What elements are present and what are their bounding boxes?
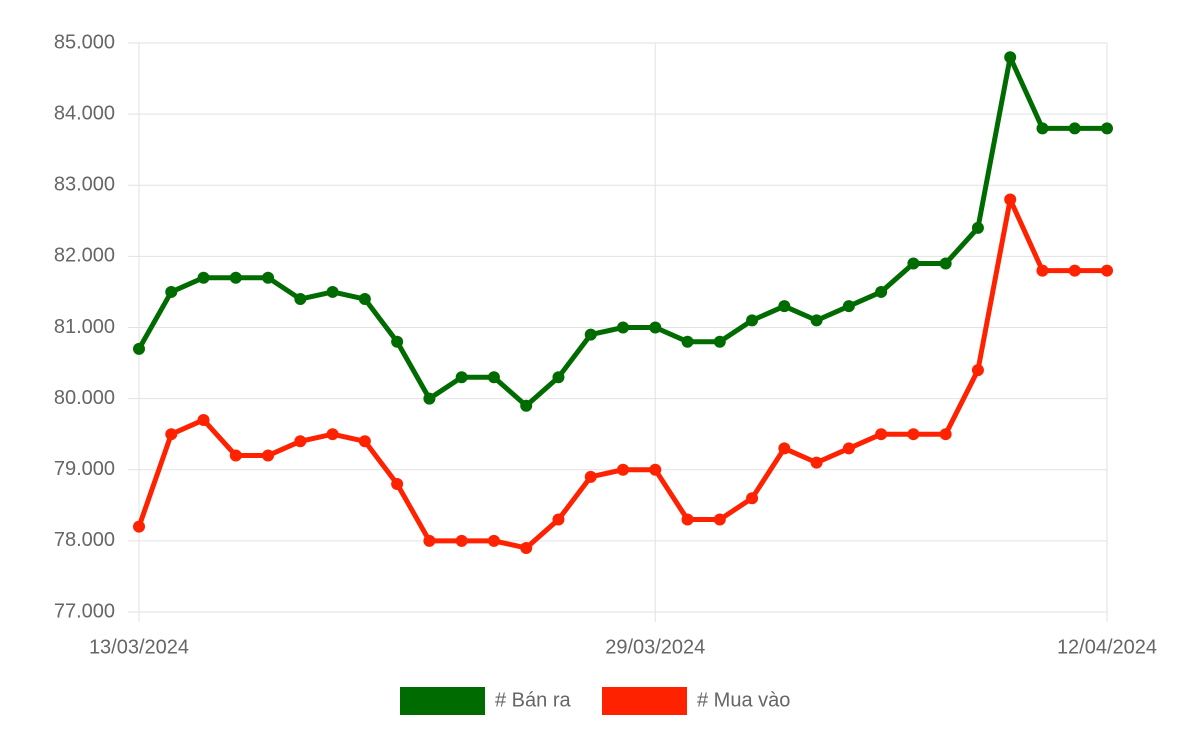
point: [875, 285, 888, 298]
point: [229, 271, 242, 284]
point: [939, 257, 952, 270]
point: [649, 321, 662, 334]
point: [907, 257, 920, 270]
point: [842, 442, 855, 455]
point: [746, 492, 759, 505]
series-line: [136, 54, 1107, 409]
point: [197, 413, 210, 426]
point: [487, 534, 500, 547]
x-tick-label: 29/03/2024: [605, 636, 705, 658]
x-tick-label: 12/04/2024: [1057, 636, 1157, 658]
y-tick-label: 77.000: [54, 600, 115, 622]
point: [423, 534, 436, 547]
point: [1004, 51, 1017, 64]
point: [939, 428, 952, 441]
point: [326, 428, 339, 441]
series-line: [136, 196, 1107, 551]
point: [1036, 122, 1049, 135]
point: [971, 221, 984, 234]
point: [1036, 264, 1049, 277]
legend-swatch: [602, 687, 687, 715]
point: [1101, 264, 1113, 277]
point: [358, 435, 371, 448]
y-tick-label: 79.000: [54, 458, 115, 480]
point: [487, 371, 500, 384]
point: [1068, 264, 1081, 277]
legend-swatch: [400, 687, 485, 715]
point: [713, 513, 726, 526]
point: [746, 314, 759, 327]
point: [617, 463, 629, 476]
point: [520, 541, 533, 554]
point: [520, 399, 533, 412]
point: [1004, 193, 1017, 206]
point: [810, 314, 823, 327]
point: [391, 335, 404, 348]
point: [875, 428, 888, 441]
y-tick-label: 83.000: [54, 174, 115, 196]
point: [552, 513, 565, 526]
point: [358, 293, 371, 306]
point: [133, 520, 145, 533]
point: [262, 449, 275, 462]
point: [842, 300, 855, 313]
point: [713, 335, 726, 348]
point: [197, 271, 210, 284]
point: [423, 392, 436, 405]
legend-label: # Bán ra: [495, 689, 571, 711]
y-tick-label: 85.000: [54, 31, 115, 53]
point: [455, 534, 468, 547]
point: [165, 285, 178, 298]
point: [617, 321, 629, 334]
y-tick-label: 81.000: [54, 316, 115, 338]
point: [294, 293, 307, 306]
y-tick-label: 78.000: [54, 529, 115, 551]
point: [165, 428, 178, 441]
y-tick-label: 80.000: [54, 387, 115, 409]
point: [229, 449, 242, 462]
point: [681, 513, 694, 526]
point: [1068, 122, 1081, 135]
point: [294, 435, 307, 448]
point: [262, 271, 275, 284]
point: [455, 371, 468, 384]
x-tick-label: 13/03/2024: [89, 636, 189, 658]
point: [778, 442, 791, 455]
point: [681, 335, 694, 348]
point: [326, 285, 339, 298]
point: [552, 371, 565, 384]
point: [971, 364, 984, 377]
legend-label: # Mua vào: [697, 689, 790, 711]
y-tick-label: 84.000: [54, 102, 115, 124]
point: [1101, 122, 1113, 135]
point: [133, 342, 145, 355]
point: [391, 477, 404, 490]
point: [649, 463, 662, 476]
point: [907, 428, 920, 441]
y-tick-label: 82.000: [54, 245, 115, 267]
point: [584, 328, 597, 341]
point: [810, 456, 823, 469]
point: [584, 470, 597, 483]
point: [778, 300, 791, 313]
